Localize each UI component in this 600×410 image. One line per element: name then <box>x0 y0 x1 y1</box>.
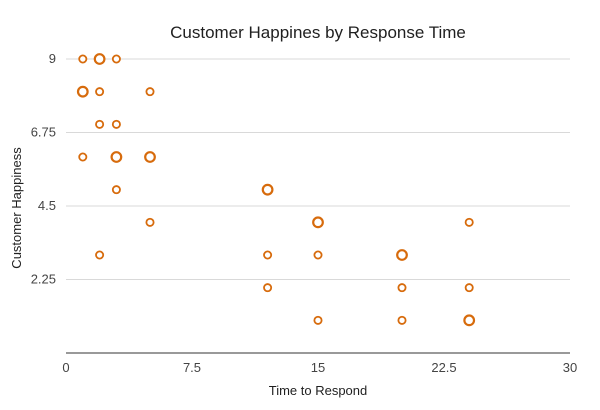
data-point <box>111 119 121 129</box>
data-point <box>397 315 407 325</box>
x-tick-label: 7.5 <box>183 360 201 375</box>
y-tick-label: 6.75 <box>31 125 56 140</box>
x-tick-label: 0 <box>62 360 69 375</box>
y-tick-label: 4.5 <box>38 198 56 213</box>
data-point <box>95 87 105 97</box>
y-tick-label: 9 <box>49 51 56 66</box>
y-tick-label: 2.25 <box>31 272 56 287</box>
data-point <box>263 283 273 293</box>
data-point <box>463 314 476 327</box>
y-axis-label: Customer Happiness <box>9 147 24 269</box>
data-point <box>464 217 474 227</box>
x-axis-label: Time to Respond <box>269 383 368 398</box>
data-point <box>397 283 407 293</box>
data-point <box>76 85 89 98</box>
data-point <box>313 250 323 260</box>
x-tick-label: 30 <box>563 360 577 375</box>
grid-lines <box>66 58 570 280</box>
data-point <box>110 151 123 163</box>
y-tick-labels: 2.25 4.5 6.75 9 <box>31 51 56 287</box>
x-tick-label: 15 <box>311 360 325 375</box>
data-point <box>111 185 121 195</box>
data-point <box>93 53 106 65</box>
data-point <box>261 183 274 196</box>
data-point <box>145 217 155 227</box>
data-point <box>78 152 88 162</box>
data-point <box>396 249 408 261</box>
data-point <box>78 54 88 64</box>
x-tick-label: 22.5 <box>431 360 456 375</box>
data-point <box>95 119 105 129</box>
data-point <box>312 216 324 229</box>
data-point <box>313 315 323 325</box>
data-point <box>145 87 155 97</box>
data-points <box>76 53 476 327</box>
chart-title: Customer Happines by Response Time <box>170 23 466 42</box>
data-point <box>263 250 273 260</box>
data-point <box>95 250 105 260</box>
data-point <box>144 151 156 163</box>
data-point <box>111 54 121 64</box>
x-tick-labels: 0 7.5 15 22.5 30 <box>62 360 577 375</box>
data-point <box>464 283 474 293</box>
